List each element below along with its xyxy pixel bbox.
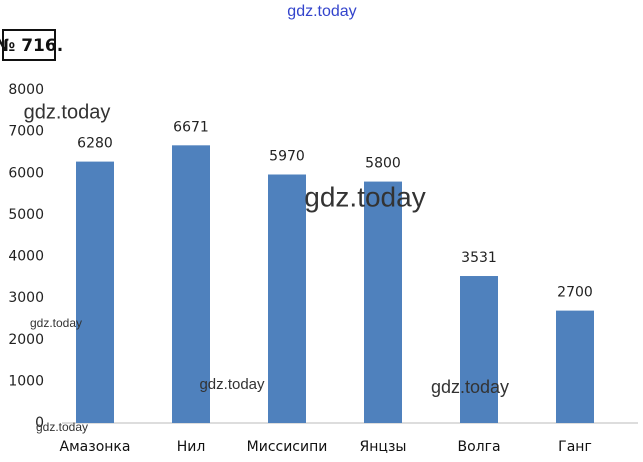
value-label: 3531 [461,250,497,266]
watermark: gdz.today [304,181,425,212]
watermark: gdz.today [199,376,265,393]
value-label: 2700 [557,285,593,301]
y-tick-label: 8000 [8,82,44,98]
x-tick-label: Миссисипи [247,439,328,455]
y-tick-label: 6000 [8,165,44,181]
value-label: 6671 [173,119,209,135]
watermark: gdz.today [30,316,82,330]
y-tick-label: 2000 [8,332,44,348]
y-tick-label: 5000 [8,207,44,223]
value-label: 6280 [77,136,113,152]
watermark: gdz.today [431,377,509,397]
bar [76,161,114,423]
watermark: gdz.today [24,101,111,123]
bar [172,145,210,423]
x-tick-label: Янцзы [360,439,407,455]
watermark: gdz.today [287,3,356,20]
value-label: 5970 [269,148,305,164]
x-tick-label: Нил [177,439,206,455]
bar [268,174,306,423]
bar [364,181,402,423]
watermark: gdz.today [36,420,88,434]
bar [460,276,498,423]
x-tick-label: Волга [457,439,500,455]
y-tick-label: 4000 [8,249,44,265]
x-tick-label: Амазонка [60,439,131,455]
problem-box [2,29,56,61]
problem-number: № 716. [0,36,63,56]
y-tick-label: 0 [35,415,44,431]
y-tick-label: 1000 [8,373,44,389]
bar [556,310,594,423]
y-tick-label: 3000 [8,290,44,306]
value-label: 5800 [365,156,401,172]
y-tick-label: 7000 [8,124,44,140]
x-tick-label: Ганг [558,439,592,455]
